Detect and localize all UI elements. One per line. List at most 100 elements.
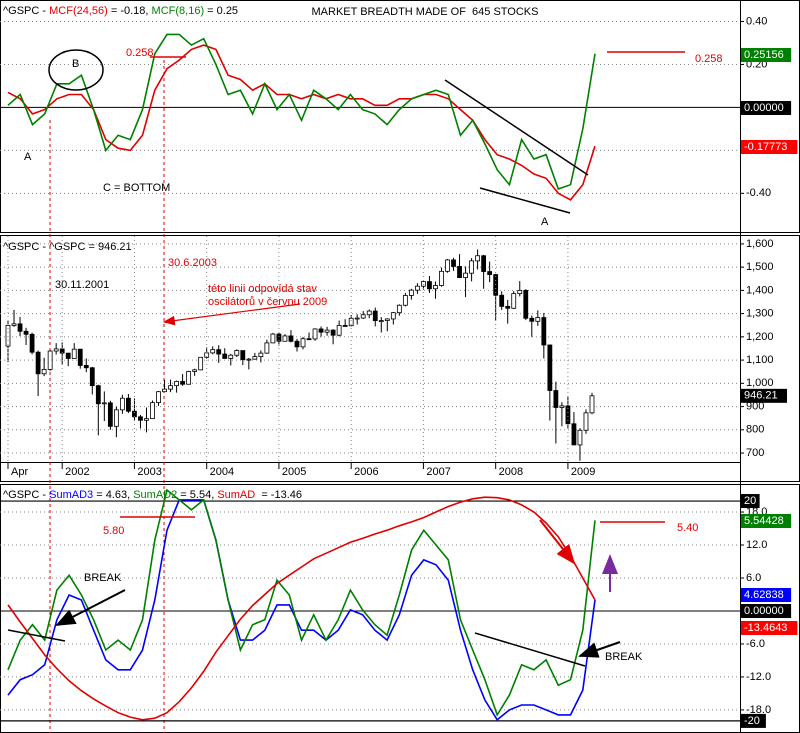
series-line <box>7 488 596 717</box>
plot-area <box>5 249 595 461</box>
candle-body <box>180 381 185 385</box>
candle-body <box>342 325 348 327</box>
panel-header: ^GSPC - MCF(24,56) = -0.18, MCF(8,16) = … <box>3 5 238 17</box>
y-tick-label: -6.0 <box>746 638 765 650</box>
candle-body <box>415 285 420 291</box>
candle-body <box>408 289 414 296</box>
candle-body <box>433 285 438 290</box>
candle-body <box>150 402 155 420</box>
candle-body <box>499 294 505 307</box>
candle-body <box>360 314 366 319</box>
header-run: MCF(24,56) <box>49 5 108 17</box>
annotation: BREAK <box>84 572 122 584</box>
candle-body <box>451 259 456 267</box>
candle-body <box>541 317 547 346</box>
candle-body <box>571 423 577 446</box>
candle-body <box>445 259 450 272</box>
candle-body <box>469 260 474 274</box>
x-tick-label: 2007 <box>426 466 450 478</box>
trend-line <box>479 187 571 214</box>
candle-body <box>95 385 101 405</box>
candle-body <box>162 388 167 393</box>
candle-body <box>168 385 173 390</box>
candle-body <box>487 271 493 275</box>
series-line <box>7 499 596 721</box>
candle-body <box>29 333 35 353</box>
header-run: = 5.54, <box>177 489 217 501</box>
candle-body <box>65 352 71 359</box>
candle-body <box>396 304 402 314</box>
value-box-label: 4.62838 <box>744 589 784 601</box>
x-tick-label: 2006 <box>354 466 378 478</box>
y-tick-label: 1,000 <box>746 377 774 389</box>
candle-body <box>306 338 312 341</box>
candle-body <box>83 365 89 369</box>
candle-body <box>529 317 535 322</box>
y-tick-label: 1,300 <box>746 308 774 320</box>
candle-body <box>53 348 59 352</box>
header-run: = 0.25 <box>204 5 238 17</box>
annotation: této linii odpovídá stav <box>208 283 317 295</box>
candle-body <box>258 352 264 358</box>
trend-line <box>444 79 589 176</box>
value-box-label: 20 <box>744 495 756 507</box>
series-line <box>7 496 596 721</box>
candle-body <box>186 371 192 385</box>
value-box <box>741 140 798 154</box>
candle-body <box>475 255 481 262</box>
value-box <box>741 621 798 635</box>
candle-body <box>71 348 77 359</box>
candle-body <box>511 293 517 309</box>
candle-body <box>312 328 318 340</box>
annotation: BREAK <box>605 651 643 663</box>
candle-body <box>336 325 342 336</box>
header-run: = -0.18, <box>108 5 152 17</box>
candle-body <box>288 335 294 342</box>
value-box-label: 0.25156 <box>744 49 784 61</box>
value-box <box>741 388 787 403</box>
value-box <box>741 494 760 509</box>
circle-mark <box>48 49 104 91</box>
candle-body <box>577 429 583 446</box>
candle-body <box>505 306 511 309</box>
candle-body <box>89 367 95 387</box>
x-tick-label: Apr <box>11 466 28 478</box>
value-box <box>741 604 792 618</box>
candle-body <box>547 344 553 391</box>
x-tick-label: 2009 <box>571 466 595 478</box>
candle-body <box>210 349 216 354</box>
candle-body <box>264 342 270 354</box>
arrow <box>539 519 576 565</box>
y-tick-label: -12.0 <box>746 671 771 683</box>
header-run: = 4.63, <box>93 489 133 501</box>
candle-body <box>228 354 234 359</box>
candle-body <box>559 405 565 408</box>
x-tick-label: 2002 <box>65 466 89 478</box>
candle-body <box>17 323 23 332</box>
candle-body <box>107 402 113 427</box>
value-box <box>741 101 792 115</box>
candle-body <box>5 325 11 347</box>
value-box <box>741 713 766 728</box>
candle-body <box>330 329 336 336</box>
candle-body <box>354 317 360 320</box>
candle-body <box>421 281 426 287</box>
annotation: oscilátorů v červnu 2009 <box>208 296 327 308</box>
trend-line <box>474 632 586 667</box>
candle-body <box>101 402 107 405</box>
y-tick-label: 1,500 <box>746 261 774 273</box>
value-box <box>741 588 792 602</box>
candle-body <box>294 340 300 348</box>
y-tick-label: -18.0 <box>746 704 771 716</box>
candle-body <box>348 317 354 327</box>
annotation: 5.40 <box>677 522 698 534</box>
candle-body <box>300 338 306 348</box>
y-tick-label: 1,400 <box>746 284 774 296</box>
arrow <box>578 641 621 658</box>
header-run: MCF(8,16) <box>152 5 205 17</box>
y-tick-label: 800 <box>746 424 764 436</box>
candle-body <box>246 358 252 361</box>
y-tick-label: 6.0 <box>746 572 761 584</box>
series-line <box>7 33 596 191</box>
candle-body <box>583 412 589 431</box>
